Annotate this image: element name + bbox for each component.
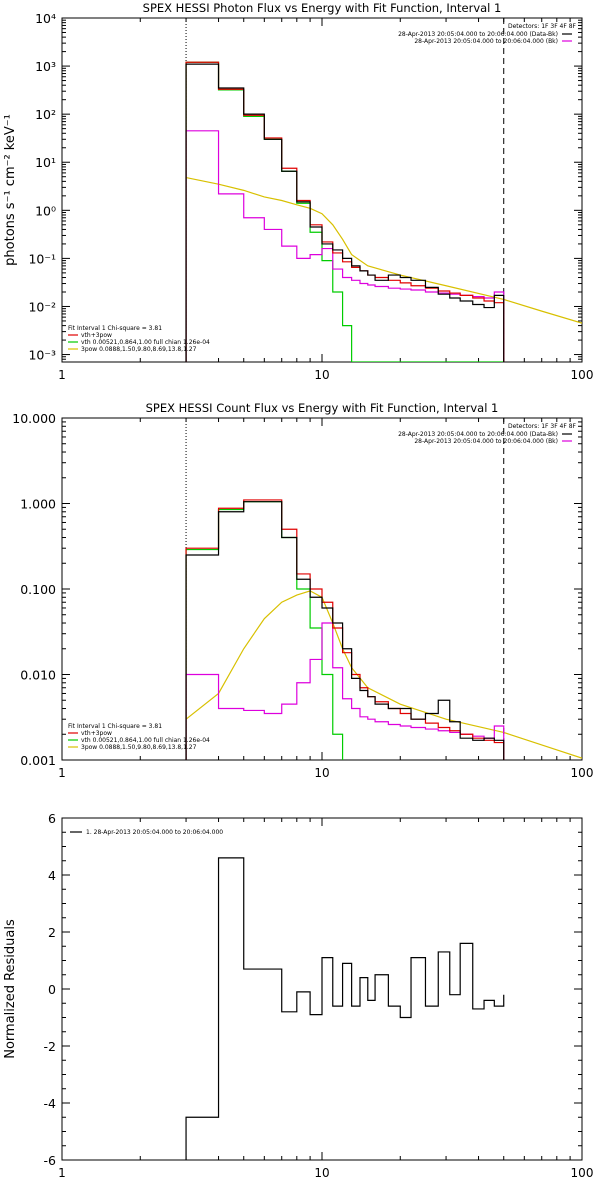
x-tick-label: 1	[58, 1166, 66, 1180]
y-tick-label: 4	[48, 868, 56, 883]
y-tick-label: 6	[48, 811, 56, 826]
data-layer	[185, 857, 505, 1160]
y-tick-label: 10⁻¹	[28, 251, 56, 266]
series-residuals	[185, 857, 505, 1160]
legend-text: 28-Apr-2013 20:05:04.000 to 20:06:04.000…	[398, 431, 558, 438]
y-tick-label: 1.000	[20, 497, 56, 512]
legend-text: vth 0.00521,0.864,1.00 full chian 1.26e-…	[81, 339, 210, 346]
legend-text: 3pow 0.0888,1.50,9.80,8.69,13.8,1.27	[81, 744, 197, 751]
series-bk	[185, 130, 505, 362]
y-tick-label: 10³	[35, 59, 56, 74]
series-vth-3pow	[185, 499, 505, 760]
legend-fit-header: Fit Interval 1 Chi-square = 3.81	[68, 723, 162, 730]
x-axis: 1 10 100	[58, 818, 593, 1180]
x-tick-label: 10	[314, 766, 329, 780]
y-tick-label: -4	[44, 1096, 57, 1111]
y-tick-label: -6	[44, 1153, 57, 1168]
x-tick-label: 1	[58, 766, 66, 780]
y-tick-label: 0.100	[20, 582, 56, 597]
x-tick-label: 100	[571, 368, 594, 382]
x-tick-label: 100	[571, 766, 594, 780]
residuals-plot: 1 10 100 -6 -4 -2 0 2 4 6 Normalized Residuals 1. 2…	[3, 811, 593, 1180]
y-axis: 0.001 0.010 0.100 1.000 10.000	[12, 411, 582, 768]
x-tick-label: 1	[58, 368, 66, 382]
series-vth	[185, 61, 505, 362]
x-tick-label: 100	[571, 1166, 594, 1180]
series-data-bk	[185, 501, 505, 760]
y-tick-label: 0	[48, 982, 56, 997]
x-axis: 1 10 100	[58, 18, 593, 382]
legend-fit-header: Fit Interval 1 Chi-square = 3.81	[68, 325, 162, 332]
y-tick-label: 10⁻³	[28, 348, 56, 363]
count-flux-plot: SPEX HESSI Count Flux vs Energy with Fit…	[12, 401, 593, 780]
x-tick-label: 10	[314, 368, 329, 382]
y-tick-label: -2	[44, 1039, 56, 1054]
y-axis: -6 -4 -2 0 2 4 6	[44, 811, 582, 1168]
series-3pow	[185, 590, 582, 759]
legend-text: 28-Apr-2013 20:05:04.000 to 20:06:04.000…	[414, 38, 558, 45]
y-tick-label: 10¹	[35, 155, 56, 170]
plot-title: SPEX HESSI Photon Flux vs Energy with Fi…	[143, 1, 502, 15]
data-layer	[185, 418, 582, 760]
legend-text: 3pow 0.0888,1.50,9.80,8.69,13.8,1.27	[81, 346, 197, 353]
photon-flux-plot: SPEX HESSI Photon Flux vs Energy with Fi…	[3, 1, 593, 382]
y-tick-label: 10⁻²	[28, 299, 56, 314]
legend-text: 28-Apr-2013 20:05:04.000 to 20:06:04.000…	[398, 31, 558, 38]
data-layer	[185, 18, 582, 362]
y-tick-label: 2	[48, 925, 56, 940]
series-vth-3pow	[185, 61, 505, 362]
y-tick-label: 0.010	[20, 668, 56, 683]
plot-title: SPEX HESSI Count Flux vs Energy with Fit…	[146, 401, 499, 415]
legend-text: 1. 28-Apr-2013 20:05:04.000 to 20:06:04.…	[86, 829, 223, 836]
x-axis: 1 10 100	[58, 418, 593, 780]
x-tick-label: 10	[314, 1166, 329, 1180]
y-tick-label: 10⁴	[35, 11, 56, 26]
legend-text: vth+3pow	[81, 332, 112, 339]
legend-detectors: Detectors: 1F 3F 4F 8F	[508, 423, 577, 430]
y-tick-label: 10.000	[12, 411, 56, 426]
y-tick-label: 10²	[35, 107, 56, 122]
y-axis: 10⁻³ 10⁻² 10⁻¹ 10⁰ 10¹ 10² 10³ 10⁴	[28, 11, 582, 363]
legend-text: vth+3pow	[81, 730, 112, 737]
series-vth	[185, 501, 344, 760]
y-tick-label: 0.001	[20, 753, 56, 768]
series-3pow	[185, 176, 582, 324]
y-axis-label: Normalized Residuals	[3, 919, 18, 1059]
legend-detectors: Detectors: 1F 3F 4F 8F	[508, 23, 577, 30]
series-bk	[185, 622, 505, 760]
series-data-bk	[185, 63, 505, 362]
y-axis-label: photons s⁻¹ cm⁻² keV⁻¹	[3, 114, 18, 266]
y-tick-label: 10⁰	[35, 203, 56, 218]
legend-text: vth 0.00521,0.864,1.00 full chian 1.26e-…	[81, 737, 210, 744]
legend-text: 28-Apr-2013 20:05:04.000 to 20:06:04.000…	[414, 438, 558, 445]
